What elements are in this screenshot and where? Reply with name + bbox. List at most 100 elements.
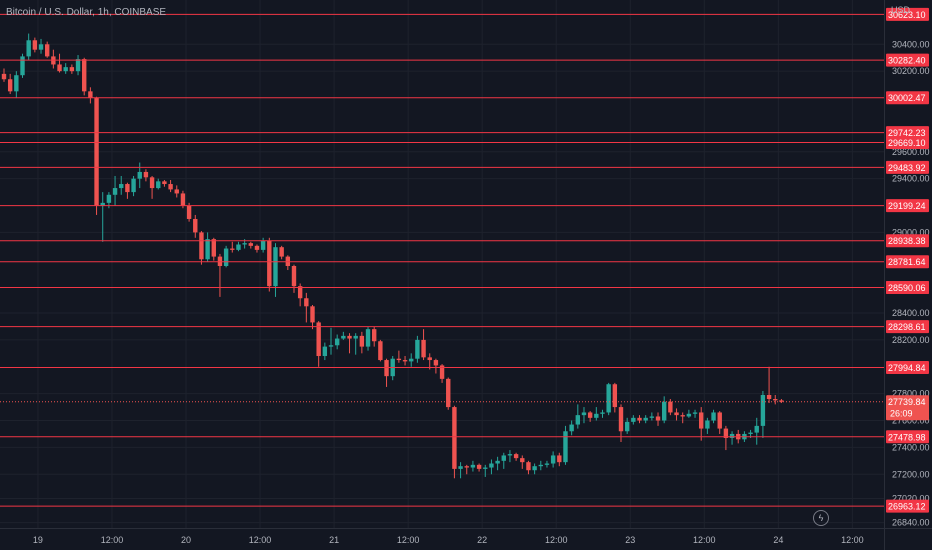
price-level-tag [886,234,929,248]
candle-body [489,463,494,468]
candle-body [581,412,587,416]
candle-body [254,245,260,250]
candle-body [347,335,352,339]
candle-body [618,407,624,432]
candle-body [526,462,531,471]
candle-body [359,335,365,347]
candle-body [600,412,605,414]
candle-body [112,188,118,195]
time-tick-label: 19 [33,535,43,545]
candle-body [193,218,198,233]
candle-body [668,401,673,413]
candle-body [439,365,445,379]
time-tick-label: 24 [773,535,783,545]
candle-body [131,178,136,193]
candle-body [717,412,722,429]
candle-body [507,454,513,456]
candle-body [334,338,340,346]
price-tick-label: 27800.00 [892,389,930,399]
candle-body [452,407,457,469]
candle-body [322,346,328,357]
candle-body [575,415,581,425]
candle-body [168,184,173,190]
candle-body [328,345,334,347]
price-level-label: 27478.98 [888,432,926,442]
candle-body [26,40,31,57]
candle-body [260,240,266,250]
price-level-tag [886,360,929,374]
candle-body [365,329,371,347]
candle-body [94,98,99,206]
price-level-label: 27994.84 [888,363,926,373]
candle-body [119,184,124,189]
price-tick-label: 29000.00 [892,227,930,237]
price-level-label: 29742.23 [888,128,926,138]
candle-body [557,455,562,463]
time-tick-label: 21 [329,535,339,545]
current-price-tag [886,395,929,421]
candle-body [88,91,93,99]
price-tick-label: 27400.00 [892,442,930,452]
candle-body [230,248,235,250]
price-level-tag [886,280,929,294]
candle-body [125,184,130,193]
candle-body [415,339,420,359]
candle-body [699,412,704,429]
candle-body [44,44,50,57]
candle-body [396,358,402,361]
candle-body [674,412,679,416]
price-level-label: 26963.12 [888,502,926,512]
price-level-label: 29669.10 [888,138,926,148]
candle-body [341,335,346,339]
candle-body [458,466,463,469]
candle-body [513,454,519,459]
candle-body [470,464,476,468]
candle-body [550,455,556,464]
candle-body [661,401,667,421]
candle-body [624,421,630,432]
candle-body [569,424,574,432]
price-tick-label: 28400.00 [892,308,930,318]
time-tick-label: 12:00 [397,535,420,545]
price-level-label: 28938.38 [888,236,926,246]
candle-body [563,431,568,463]
candle-body [57,64,62,72]
candle-body [520,458,525,463]
lightning-icon[interactable]: ϟ [813,510,829,526]
candle-body [711,412,716,421]
candle-body [180,193,186,206]
price-level-label: 28590.06 [888,283,926,293]
price-tick-label: 27600.00 [892,416,930,426]
candle-body [637,417,642,421]
price-level-tag [886,91,929,105]
price-level-label: 28781.64 [888,257,926,267]
price-level-tag [886,7,929,21]
candle-body [384,360,389,377]
candle-body [137,171,142,179]
candle-body [421,339,426,358]
chart-title: Bitcoin / U.S. Dollar, 1h, COINBASE [6,7,167,18]
candle-body [692,412,698,414]
candle-body [760,394,766,426]
price-level-tag [886,199,929,213]
time-tick-label: 12:00 [101,535,124,545]
price-tick-label: 26840.00 [892,518,930,528]
candle-body [174,189,179,194]
candle-body [748,432,753,434]
price-level-tag [886,499,929,513]
candle-body [304,298,309,307]
price-level-tag [886,255,929,269]
price-level-tag [886,126,929,140]
candle-body [723,428,729,438]
bar-countdown-label: 26:09 [890,409,913,419]
candle-body [464,466,469,468]
time-tick-label: 20 [181,535,191,545]
candle-body [143,171,149,178]
candle-body [705,420,710,429]
candle-body [82,59,87,92]
candle-body [149,177,155,189]
price-level-label: 30282.40 [888,56,926,66]
candle-body [248,243,253,246]
candle-body [106,194,112,203]
